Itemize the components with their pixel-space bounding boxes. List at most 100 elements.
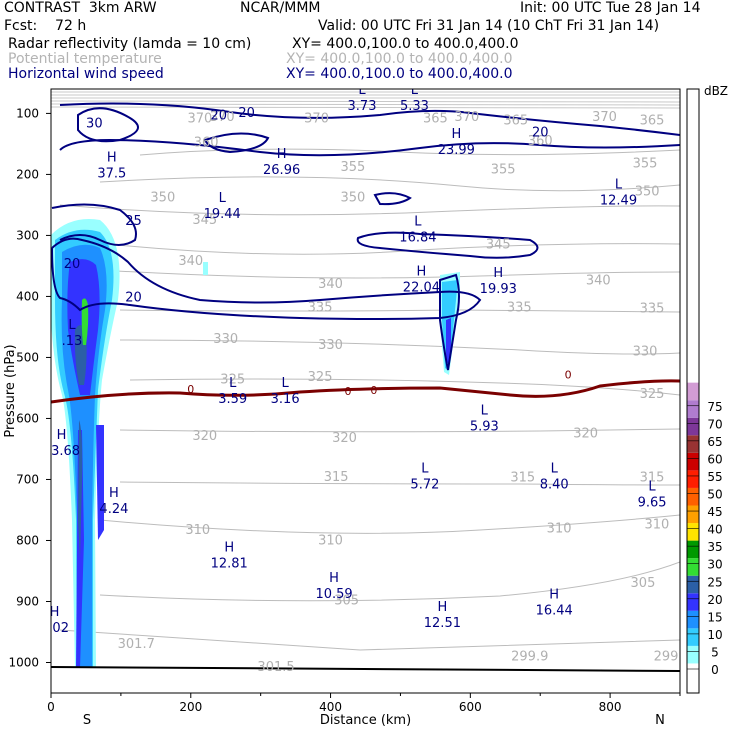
- colorbar-swatch: [687, 558, 699, 576]
- theta-contour-label: 320: [573, 427, 598, 442]
- extremum-value: 37.5: [97, 166, 126, 181]
- forecast-hour: Fcst: 72 h: [4, 18, 87, 34]
- colorbar-swatch: [687, 628, 699, 646]
- wind-contour-label: 20: [238, 106, 255, 121]
- theta-contour-label: 335: [507, 300, 532, 315]
- theta-contour-label: 365: [503, 114, 528, 129]
- extremum-value: 16.84: [399, 230, 436, 245]
- extremum-value: 5.72: [410, 477, 439, 492]
- wind-contour-label: 25: [125, 214, 142, 229]
- low-marker: L: [648, 480, 656, 495]
- theta-contour-label: 340: [318, 277, 343, 292]
- x-axis-label: Distance (km): [320, 713, 411, 728]
- theta-contour-label: 370: [304, 111, 329, 126]
- wind-contours: [51, 102, 680, 371]
- colorbar-level-label: 0: [711, 663, 719, 677]
- high-marker: H: [417, 264, 427, 279]
- theta-contour-label: 301.5: [257, 660, 294, 675]
- colorbar-level-label: 40: [707, 523, 722, 537]
- theta-305-line: [99, 561, 680, 602]
- extremum-value: 12.49: [600, 194, 637, 209]
- init-time: Init: 00 UTC Tue 28 Jan 14: [520, 0, 701, 16]
- wind-20-contour-upper: [59, 102, 680, 157]
- extremum-value: 19.44: [204, 207, 241, 222]
- field3-xy: XY= 400.0,100.0 to 400.0,400.0: [286, 66, 513, 82]
- low-marker: L: [421, 461, 429, 476]
- theta-contour-label: 355: [633, 156, 658, 171]
- theta-350-line: [59, 204, 680, 216]
- y-tick-label: 500: [16, 350, 39, 364]
- theta-contour-label: 365: [423, 111, 448, 126]
- colorbar-level-label: 70: [707, 417, 722, 431]
- y-tick-label: 700: [16, 472, 39, 486]
- extremum-value: 8.40: [540, 477, 569, 492]
- colorbar-swatch: [687, 575, 699, 594]
- high-marker: H: [50, 605, 60, 620]
- colorbar-level-label: 75: [707, 400, 722, 414]
- zero-contour-label: 0: [345, 385, 352, 398]
- y-axis-label: Pressure (hPa): [3, 344, 18, 437]
- theta-contour-label: 315: [324, 470, 349, 485]
- colorbar-unit: dBZ: [704, 84, 728, 98]
- extremum-value: 3.73: [348, 99, 377, 114]
- theta-contour-label: 325: [308, 370, 333, 385]
- theta-contour-label: 355: [341, 160, 366, 175]
- theta-contour-label: 325: [220, 372, 245, 387]
- theta-contour-label: 335: [640, 302, 665, 317]
- colorbar-level-label: 10: [707, 628, 722, 642]
- theta-contour-label: 360: [528, 134, 553, 149]
- colorbar-frame: [686, 88, 700, 694]
- extremum-value: 13.68: [43, 444, 80, 459]
- colorbar-level-label: 55: [707, 470, 722, 484]
- colorbar-swatch: [687, 400, 699, 418]
- theta-contour-label: 345: [486, 238, 511, 253]
- y-tick-label: 1000: [8, 655, 39, 669]
- reflectivity-fill: [51, 219, 460, 669]
- theta-330-line: [119, 339, 680, 355]
- theta-contour-label: 340: [586, 274, 611, 289]
- colorbar-level-label: 60: [707, 452, 722, 466]
- x-endpoint-right: N: [655, 713, 665, 728]
- model-title: CONTRAST 3km ARW: [4, 0, 157, 16]
- theta-contour-label: 350: [341, 191, 366, 206]
- colorbar-level-label: 50: [707, 488, 722, 502]
- field3-name: Horizontal wind speed: [8, 66, 164, 82]
- x-tick-label: 200: [179, 700, 202, 714]
- low-marker: L: [414, 214, 422, 229]
- colorbar-swatch: [687, 435, 699, 453]
- wind-contour-label: 20: [210, 109, 227, 124]
- theta-contour-label: 325: [640, 387, 665, 402]
- theta-contour-label: 305: [334, 593, 359, 608]
- theta-contour-label: 335: [308, 300, 333, 315]
- colorbar-swatch: [687, 382, 699, 401]
- theta-contour-label: 345: [192, 213, 217, 228]
- high-marker: H: [107, 150, 117, 165]
- colorbar-swatch: [687, 645, 699, 664]
- y-tick-label: 900: [16, 594, 39, 608]
- theta-contour-label: 365: [640, 114, 665, 129]
- high-marker: H: [451, 127, 461, 142]
- axis-ticks: [46, 112, 681, 698]
- colorbar-level-label: 15: [707, 610, 722, 624]
- colorbar-swatch: [687, 593, 699, 611]
- x-endpoint-left: S: [83, 713, 91, 728]
- extremum-value: .13: [62, 334, 83, 349]
- colorbar-swatch: [687, 470, 699, 488]
- extremum-value: 5.33: [400, 99, 429, 114]
- extremum-value: 23.99: [438, 143, 475, 158]
- colorbar-level-label: 35: [707, 540, 722, 554]
- colorbar-swatch: [687, 523, 699, 541]
- wind-contour-label: 20: [125, 290, 142, 305]
- zero-contour-label: 0: [187, 383, 194, 396]
- colorbar-level-label: 5: [711, 645, 719, 659]
- reflectivity-30dbz: [81, 298, 89, 345]
- field2-name: Potential temperature: [8, 51, 162, 67]
- wind-30-contour: [77, 107, 139, 143]
- theta-335-line: [119, 309, 680, 313]
- field1-xy: XY= 400.0,100.0 to 400.0,400.0: [292, 36, 519, 52]
- colorbar-swatch: [687, 505, 699, 524]
- theta-contour-label: 320: [332, 431, 357, 446]
- y-tick-label: 300: [16, 228, 39, 242]
- extremum-value: 5.93: [470, 419, 499, 434]
